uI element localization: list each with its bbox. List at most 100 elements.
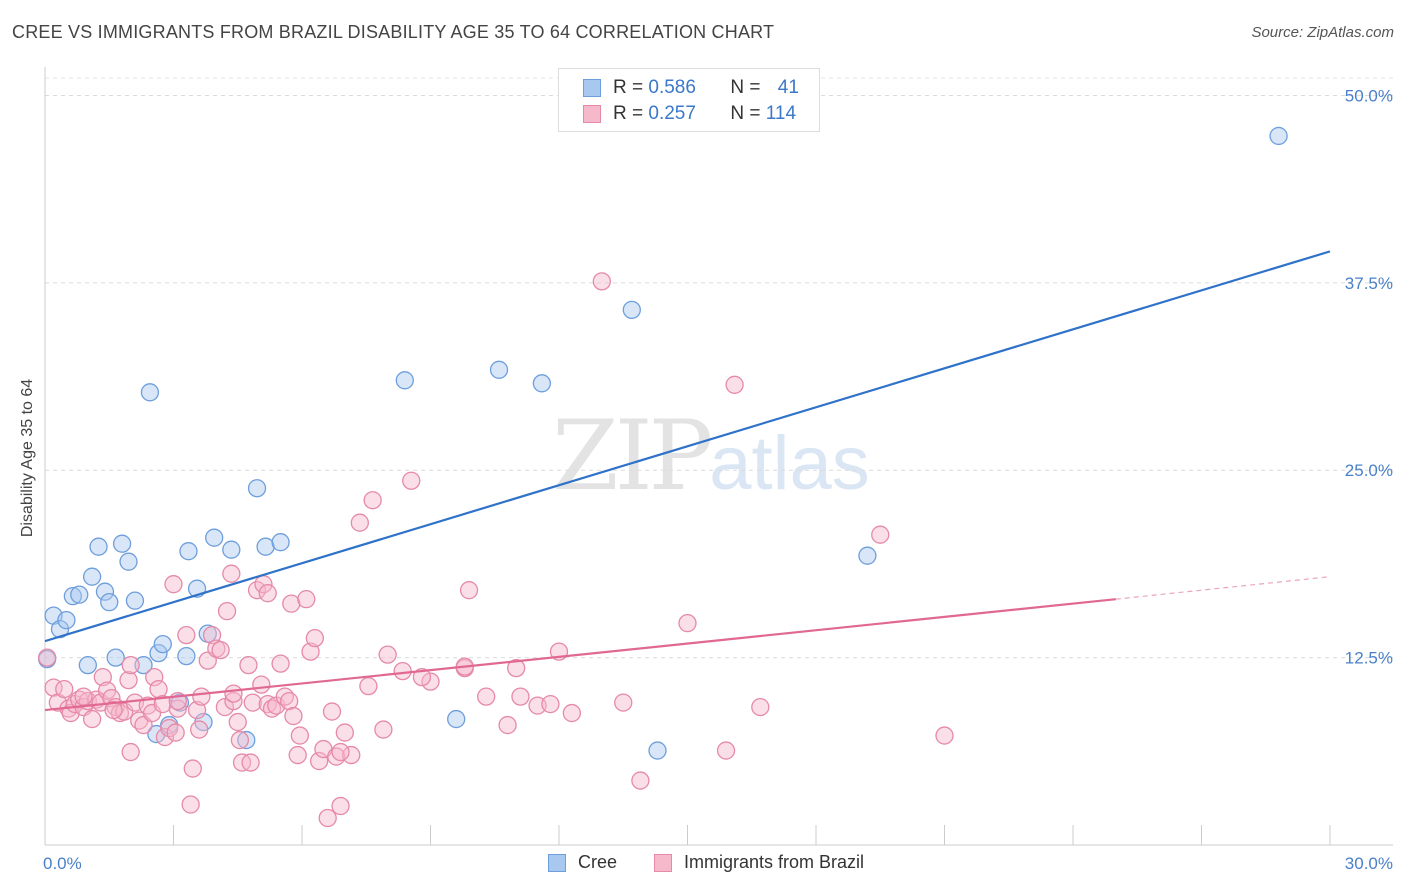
point-cree	[237, 730, 256, 750]
legend-swatch-cree	[583, 79, 601, 97]
point-brazil	[288, 745, 307, 765]
point-cree	[119, 552, 138, 571]
point-brazil	[716, 741, 736, 760]
point-brazil	[230, 730, 250, 750]
point-brazil	[359, 676, 378, 696]
point-brazil	[121, 742, 140, 762]
point-brazil	[309, 751, 329, 771]
point-brazil	[350, 513, 369, 532]
point-brazil	[190, 720, 209, 739]
point-brazil	[224, 691, 243, 711]
point-brazil	[181, 795, 200, 814]
point-cree	[57, 610, 76, 630]
point-brazil	[155, 727, 175, 747]
trendline-brazil	[44, 598, 1116, 712]
point-brazil	[378, 645, 397, 664]
point-brazil	[37, 648, 57, 667]
legend-r-value: 0.586	[648, 77, 696, 98]
legend-r-label: R =	[613, 103, 649, 124]
point-cree	[70, 585, 89, 604]
point-cree	[134, 655, 153, 675]
point-cree	[78, 655, 97, 675]
point-brazil	[211, 640, 230, 660]
point-brazil	[331, 796, 350, 816]
point-brazil	[168, 699, 187, 718]
point-cree	[395, 371, 414, 390]
point-cree	[153, 634, 172, 654]
point-brazil	[271, 654, 290, 673]
point-brazil	[318, 808, 337, 828]
point-cree	[256, 537, 275, 556]
point-brazil	[631, 771, 650, 790]
point-brazil	[55, 679, 74, 699]
point-brazil	[192, 687, 211, 706]
x-tick-label: 0.0%	[43, 854, 82, 873]
point-brazil	[93, 667, 112, 687]
point-cree	[177, 646, 196, 666]
point-brazil	[279, 691, 299, 711]
point-cree	[125, 591, 145, 610]
point-cree	[858, 546, 877, 565]
point-brazil	[166, 723, 185, 742]
trendline-cree	[44, 250, 1331, 643]
legend-n-value: 41	[777, 77, 799, 98]
point-brazil	[374, 720, 393, 739]
point-brazil	[290, 726, 310, 745]
legend-n-label: N =	[730, 77, 766, 98]
legend-swatch-brazil	[583, 105, 601, 123]
grid	[45, 77, 1393, 659]
point-cree	[106, 648, 125, 667]
point-brazil	[614, 693, 633, 712]
point-cree	[648, 741, 667, 760]
point-brazil	[322, 702, 342, 721]
point-brazil	[342, 745, 361, 765]
point-brazil	[217, 602, 237, 621]
watermark-atlas: atlas	[709, 421, 870, 506]
point-brazil	[149, 679, 168, 699]
point-brazil	[297, 590, 316, 609]
point-cree	[95, 582, 115, 601]
point-brazil	[412, 667, 432, 687]
point-brazil	[331, 742, 350, 762]
point-brazil	[541, 694, 560, 714]
point-brazil	[145, 667, 164, 687]
point-brazil	[507, 658, 526, 678]
watermark: ZIPatlas	[552, 400, 870, 512]
point-brazil	[187, 700, 207, 720]
chart-title: CREE VS IMMIGRANTS FROM BRAZIL DISABILIT…	[12, 22, 775, 42]
point-brazil	[305, 628, 325, 648]
point-cree	[82, 567, 102, 586]
point-brazil	[74, 687, 93, 706]
point-cree	[1269, 126, 1288, 146]
legend-swatch-brazil	[654, 853, 672, 872]
point-brazil	[935, 726, 954, 745]
axes	[44, 67, 1393, 846]
point-brazil	[402, 471, 421, 490]
trend-lines	[44, 250, 1331, 712]
point-brazil	[164, 575, 183, 594]
correlation-legend: R = 0.586 N = 41 R = 0.257 N = 114	[558, 68, 820, 132]
watermark-zip: ZIP	[552, 400, 713, 512]
point-cree	[447, 709, 466, 729]
point-brazil	[725, 375, 744, 394]
point-brazil	[258, 584, 277, 603]
point-brazil	[511, 687, 530, 706]
point-cree	[63, 587, 82, 606]
legend-swatch-cree	[548, 853, 566, 872]
point-brazil	[335, 723, 354, 742]
legend-r-value: 0.257	[648, 103, 696, 124]
x-tick-label: 30.0%	[1345, 854, 1393, 873]
point-brazil	[183, 759, 202, 778]
point-brazil	[301, 642, 320, 661]
point-brazil	[177, 625, 196, 645]
legend-item-brazil: Immigrants from Brazil	[654, 852, 864, 873]
legend-item-cree: Cree	[548, 852, 617, 873]
point-cree	[622, 300, 641, 319]
point-cree	[247, 479, 267, 498]
point-cree	[112, 534, 132, 553]
point-brazil	[222, 564, 241, 583]
legend-label-brazil: Immigrants from Brazil	[684, 852, 865, 872]
point-cree	[149, 643, 168, 663]
point-brazil	[282, 594, 301, 613]
y-tick-label: 12.5%	[1345, 649, 1393, 668]
